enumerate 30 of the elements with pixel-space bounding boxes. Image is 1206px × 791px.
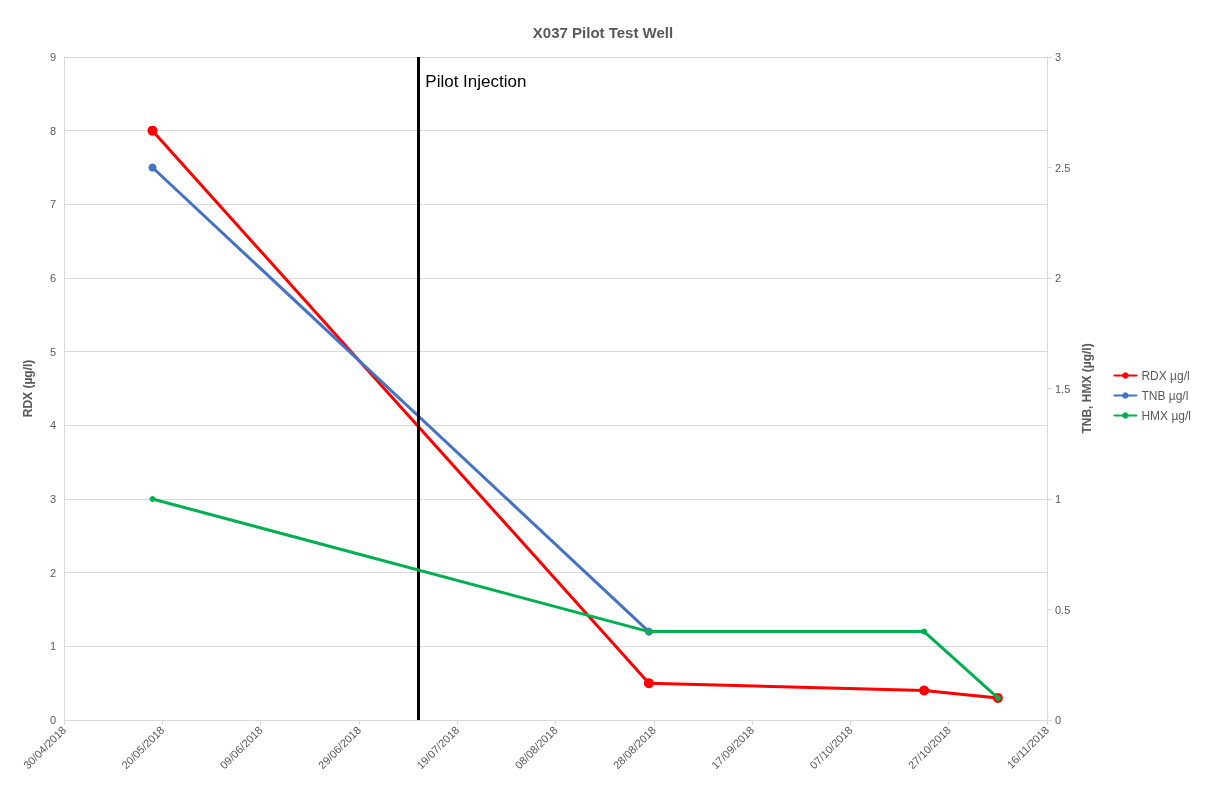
- y-tick-label: 7: [49, 198, 56, 211]
- y-tick-label: 0: [49, 714, 56, 726]
- point: [643, 678, 654, 689]
- y2-tick-label: 0.5: [1055, 603, 1071, 616]
- y2-tick-label: 3: [1055, 51, 1062, 63]
- y-tick-label: 3: [49, 493, 56, 505]
- y-tick-label: 5: [49, 345, 56, 358]
- ref-line-label: Pilot Injection: [425, 72, 527, 91]
- y-tick-label: 8: [49, 124, 56, 137]
- point: [147, 125, 158, 136]
- point: [919, 685, 930, 696]
- y-tick-label: 9: [49, 51, 56, 63]
- y-axis-title: RDX (µg/l): [21, 359, 35, 418]
- y-tick-label: 6: [49, 272, 56, 284]
- y2-axis-title: TNB, HMX (µg/l): [1080, 343, 1095, 434]
- legend-label: RDX µg/l: [1141, 368, 1190, 383]
- y2-tick-label: 0: [1055, 714, 1062, 726]
- point: [148, 163, 157, 172]
- point: [149, 496, 156, 502]
- legend-label: HMX µg/l: [1141, 408, 1192, 423]
- y-tick-label: 2: [49, 566, 56, 579]
- y2-tick-label: 2.5: [1055, 161, 1071, 174]
- y2-tick-label: 2: [1055, 272, 1062, 284]
- point: [921, 628, 928, 635]
- y-tick-label: 4: [49, 419, 56, 432]
- y2-tick-label: 1: [1055, 493, 1062, 505]
- legend-label: TNB µg/l: [1141, 388, 1189, 403]
- chart-title: X037 Pilot Test Well: [532, 24, 674, 41]
- y2-tick-label: 1.5: [1055, 382, 1071, 395]
- y-tick-label: 1: [49, 640, 56, 653]
